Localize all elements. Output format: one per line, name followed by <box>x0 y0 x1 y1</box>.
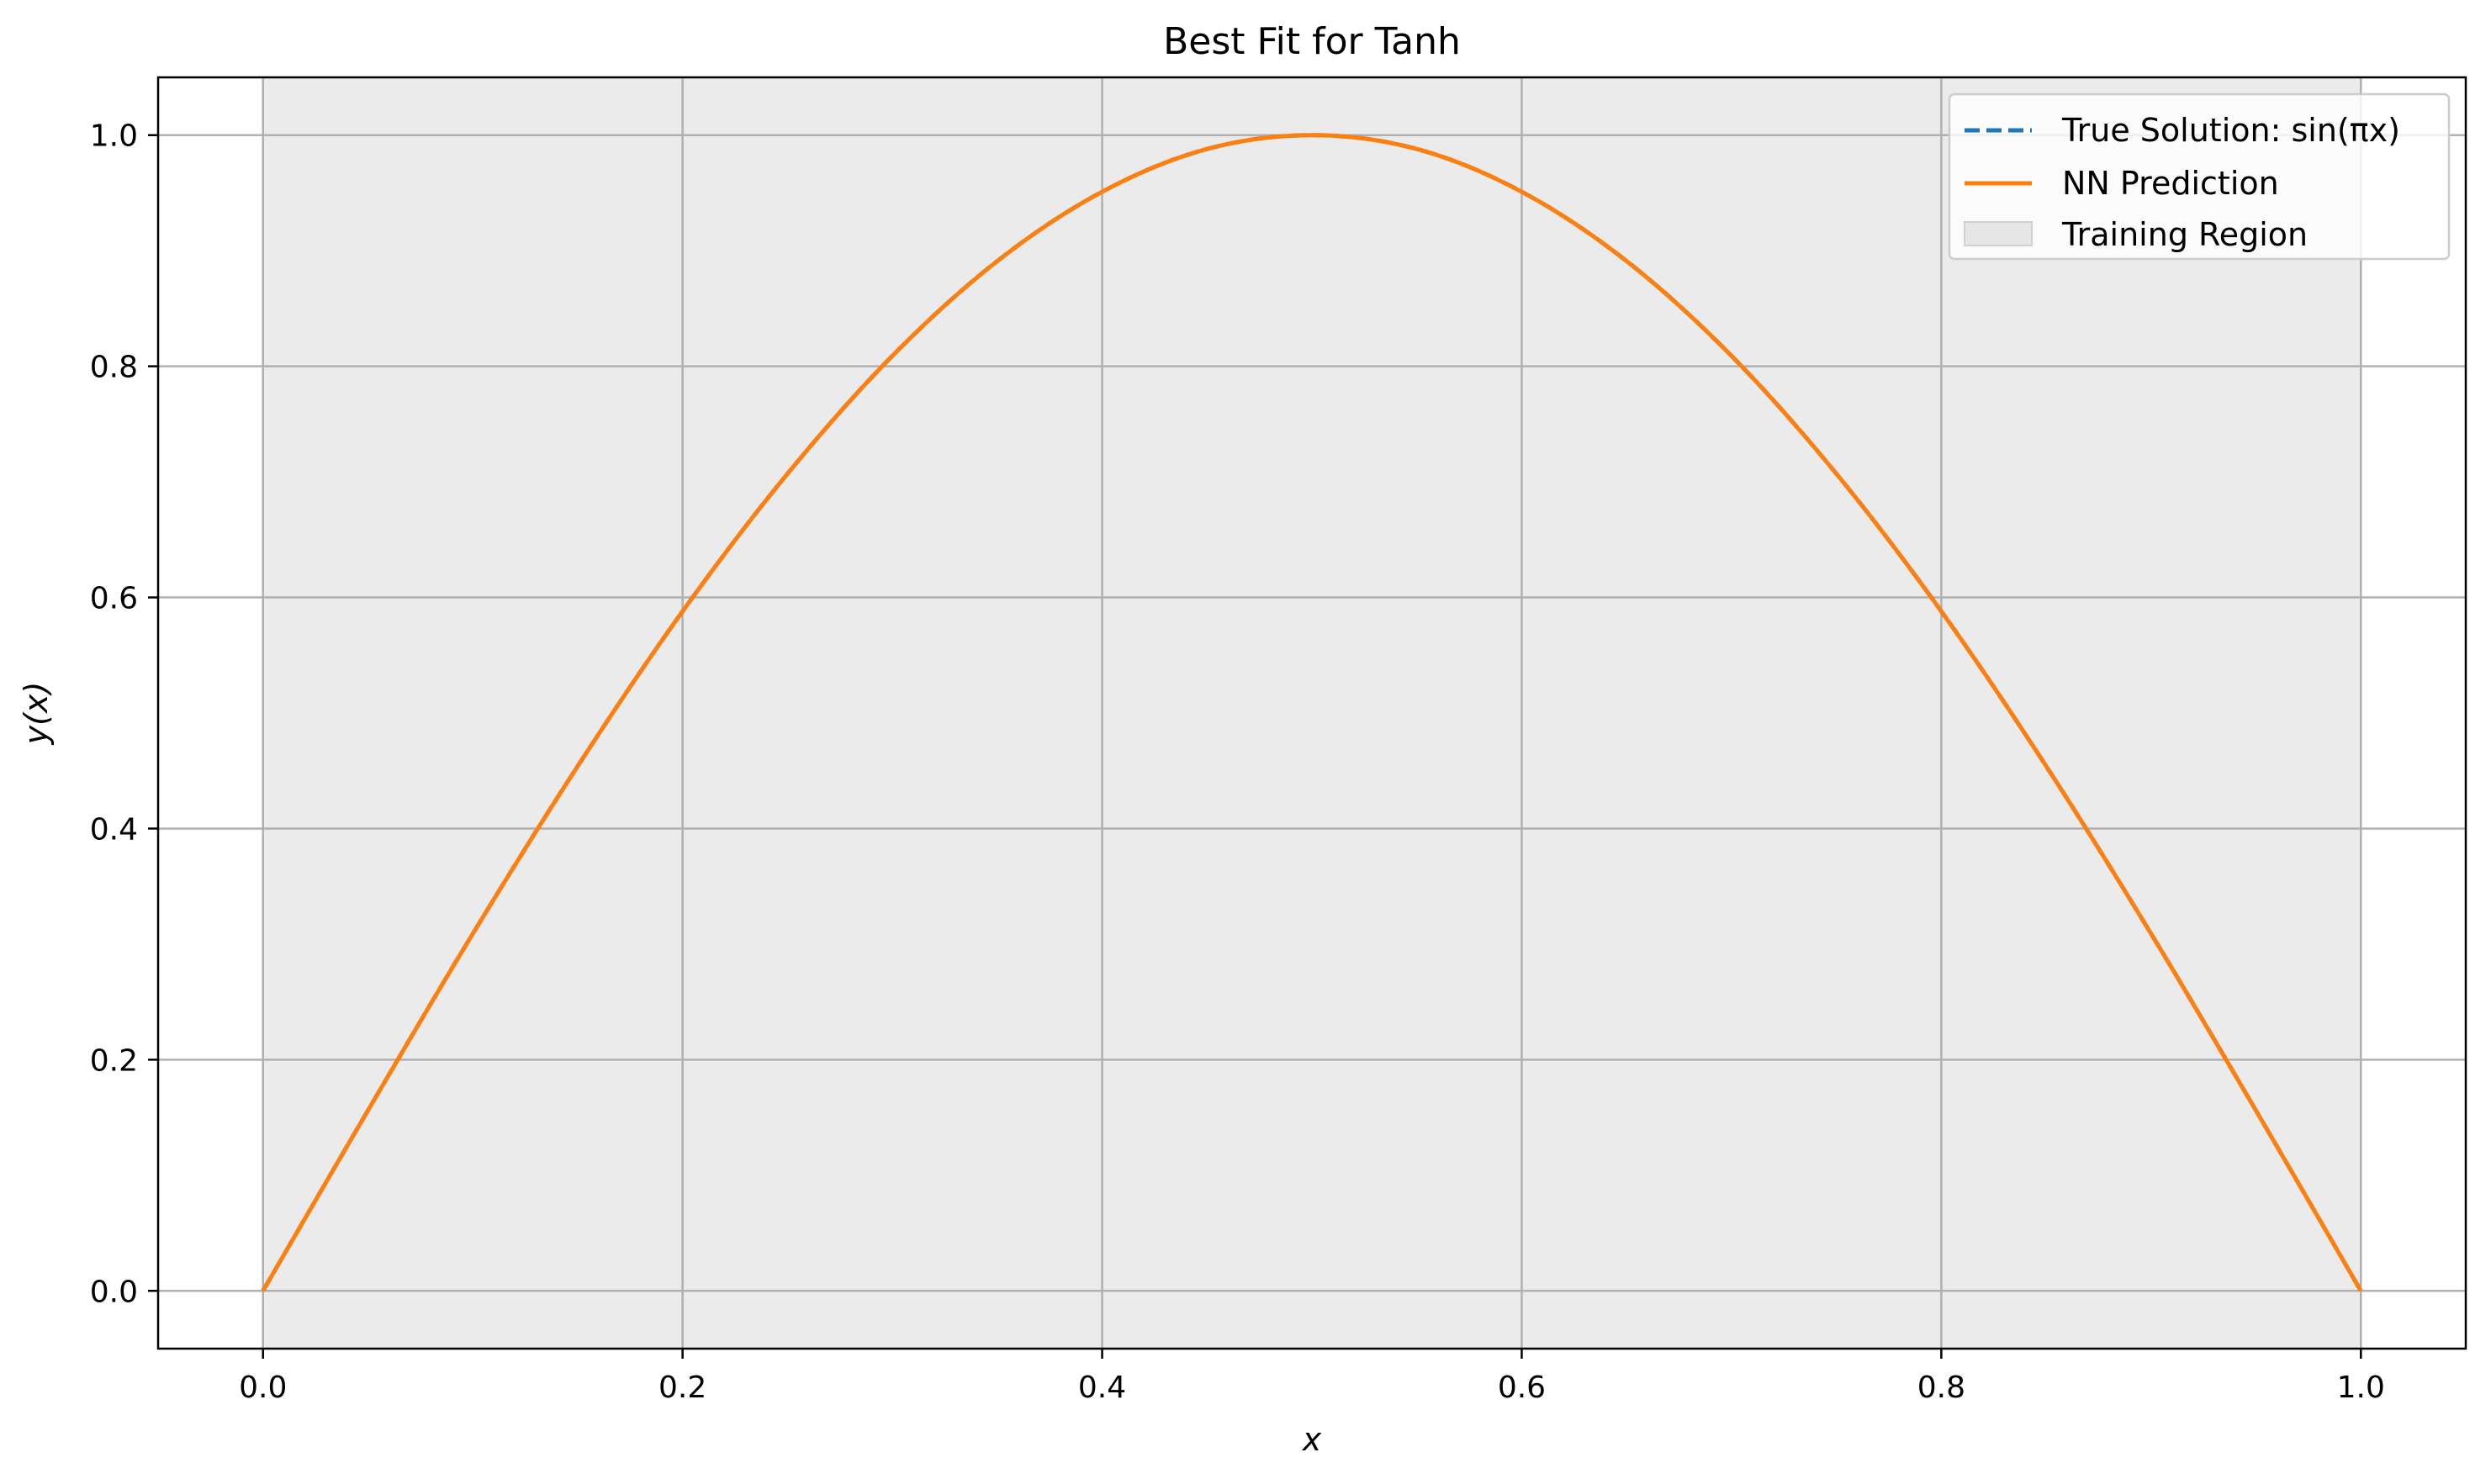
y-axis-label-text: y(x) <box>18 682 55 746</box>
legend-label-series-1: NN Prediction <box>2062 165 2279 202</box>
series-line-1 <box>261 133 2363 1292</box>
x-tick-label-3: 0.6 <box>1498 1370 1546 1405</box>
x-tick-label-4: 0.8 <box>1917 1370 1965 1405</box>
plot-area: 0.0 0.2 0.4 0.6 0.8 1.0 0.0 0.2 0.4 0.6 0.8 1.0 <box>90 76 2467 1405</box>
legend-key-training-region <box>1964 221 2033 246</box>
y-tick-label-3: 0.6 <box>90 582 138 616</box>
y-tick-label-0: 0.0 <box>90 1275 138 1309</box>
legend: True Solution: sin(πx) NN Prediction Train… <box>1948 92 2451 261</box>
y-tick-label-5: 1.0 <box>90 119 138 154</box>
x-tick-label-1: 0.2 <box>658 1370 706 1405</box>
axes-frame <box>156 76 2467 1350</box>
y-axis-label: y(x) <box>18 682 55 746</box>
x-tick-label-0: 0.0 <box>239 1370 287 1405</box>
legend-box <box>1948 92 2451 261</box>
legend-label-training-region: Training Region <box>2061 216 2308 253</box>
x-tick-label-5: 1.0 <box>2337 1370 2385 1405</box>
chart-title: Best Fit for Tanh <box>1163 20 1461 63</box>
training-region-shade <box>262 77 2361 1349</box>
x-axis-label: x <box>1302 1421 1322 1458</box>
y-tick-label-1: 0.2 <box>90 1043 138 1078</box>
x-tick-label-2: 0.4 <box>1078 1370 1126 1405</box>
y-tick-label-2: 0.4 <box>90 812 138 847</box>
y-tick-label-4: 0.8 <box>90 351 138 385</box>
legend-label-series-0: True Solution: sin(πx) <box>2061 112 2400 149</box>
